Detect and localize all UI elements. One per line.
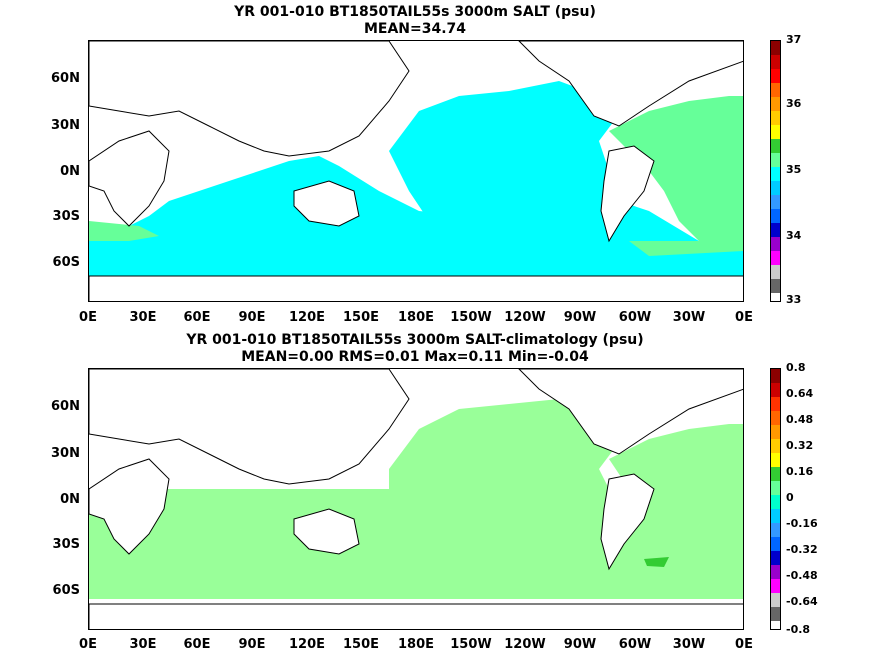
atlantic-ocean-field [609,96,743,241]
panel2-map [88,368,744,630]
panel1-lat-0n: 0N [60,164,80,179]
panel1-lon-label: 30W [672,310,706,325]
atlantic-anomaly-field [609,424,743,489]
panel2-title-line1: YR 001-010 BT1850TAIL55s 3000m SALT-clim… [186,332,644,348]
indian-ocean-field [89,156,743,276]
panel1-lon-label: 120E [288,310,326,325]
panel2-lon-label: 90W [563,637,597,652]
southern-ocean-field [89,221,159,241]
panel2-cbar-label: -0.16 [786,517,818,530]
panel1-map [88,40,744,302]
panel2-lat-60s: 60S [52,583,80,598]
panel2-cbar-label: -0.8 [786,623,811,636]
panel2-cbar-label: 0.48 [786,413,814,426]
australia-land [293,508,360,555]
antarctica-land [89,275,743,301]
panel2-title-line2: MEAN=0.00 RMS=0.01 Max=0.11 Min=-0.04 [241,349,589,365]
panel1-colorbar [770,40,781,302]
southern-ocean-field-2 [629,241,743,256]
panel1-title-line1: YR 001-010 BT1850TAIL55s 3000m SALT (psu… [234,4,596,20]
panel2-lon-label: 180E [397,637,435,652]
pacific-anomaly-field [389,399,614,489]
panel1-lat-30n: 30N [51,118,80,133]
panel1-lon-label: 30E [129,310,157,325]
panel1-lon-label: 150E [342,310,380,325]
panel2-lon-label: 30E [129,637,157,652]
panel2-lon-label: 150W [450,637,492,652]
africa-land [89,130,170,227]
panel2-cbar-label: 0.64 [786,387,814,400]
panel2-lon-label: 120W [504,637,546,652]
eurasia-land [89,369,410,485]
panel1-cbar-label: 35 [786,163,802,176]
panel2-lon-label: 60W [618,637,652,652]
australia-land [293,180,360,227]
panel2-cbar-label: -0.48 [786,569,818,582]
panel1-lon-label: 60W [618,310,652,325]
panel2-lon-label: 150E [342,637,380,652]
panel1-lon-label: 180E [397,310,435,325]
panel1-lon-label: 90E [238,310,266,325]
panel1-cbar-label: 37 [786,33,802,46]
panel2-lat-0n: 0N [60,492,80,507]
panel2-lon-label: 0E [79,637,97,652]
north-america-land [518,41,743,127]
panel1-title-line2: MEAN=34.74 [363,21,467,37]
panel2-cbar-label: 0.16 [786,465,814,478]
south-america-land [600,145,655,243]
panel1-lat-30s: 30S [52,209,80,224]
panel1-lon-label: 120W [504,310,546,325]
panel2-lat-60n: 60N [51,399,80,414]
panel1-lat-60n: 60N [51,71,80,86]
south-america-land [600,473,655,571]
panel2-lon-label: 120E [288,637,326,652]
panel2-lon-label: 0E [735,637,753,652]
panel1-cbar-label: 36 [786,97,802,110]
panel1-lat-60s: 60S [52,255,80,270]
panel2-cbar-label: -0.64 [786,595,818,608]
panel2-cbar-label: 0 [786,491,794,504]
panel2-lon-label: 30W [672,637,706,652]
panel1-cbar-label: 34 [786,229,802,242]
panel1-cbar-label: 33 [786,293,802,306]
pacific-ocean-field [389,81,629,251]
panel1-lon-label: 0E [79,310,97,325]
panel2-lon-label: 60E [183,637,211,652]
africa-land [89,458,170,555]
panel2-cbar-label: 0.32 [786,439,814,452]
anomaly-hotspot [644,557,669,567]
panel2-cbar-label: -0.32 [786,543,818,556]
panel2-cbar-label: 0.8 [786,361,806,374]
panel2-lat-30n: 30N [51,446,80,461]
panel1-lon-label: 150W [450,310,492,325]
panel1-lon-label: 0E [735,310,753,325]
north-america-land [518,369,743,455]
antarctica-land [89,603,743,629]
panel2-colorbar [770,368,781,630]
ocean-anomaly-field [89,489,743,599]
panel2-lon-label: 90E [238,637,266,652]
panel2-lat-30s: 30S [52,537,80,552]
panel1-lon-label: 90W [563,310,597,325]
panel1-lon-label: 60E [183,310,211,325]
eurasia-land [89,41,410,157]
